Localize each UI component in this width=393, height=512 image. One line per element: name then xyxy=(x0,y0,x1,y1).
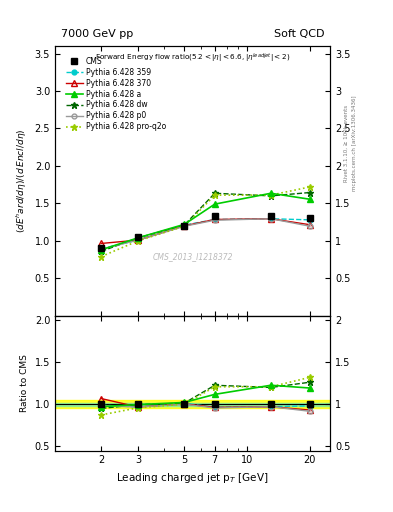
Text: Soft QCD: Soft QCD xyxy=(274,29,325,39)
Text: 7000 GeV pp: 7000 GeV pp xyxy=(61,29,133,39)
Text: Forward Energy flow ratio$(5.2 < |\eta| < 6.6, |\eta^{leadjet}| < 2)$: Forward Energy flow ratio$(5.2 < |\eta| … xyxy=(95,52,290,65)
Text: CMS_2013_I1218372: CMS_2013_I1218372 xyxy=(152,252,233,261)
X-axis label: Leading charged jet p$_{T}$ [GeV]: Leading charged jet p$_{T}$ [GeV] xyxy=(116,471,269,485)
Legend: CMS, Pythia 6.428 359, Pythia 6.428 370, Pythia 6.428 a, Pythia 6.428 dw, Pythia: CMS, Pythia 6.428 359, Pythia 6.428 370,… xyxy=(64,55,167,133)
Y-axis label: $(dE^{h}ard / d\eta) / (d\,Encl / d\eta)$: $(dE^{h}ard / d\eta) / (d\,Encl / d\eta)… xyxy=(15,129,29,233)
Bar xyxy=(55,400,330,409)
Text: mcplots.cern.ch [arXiv:1306.3436]: mcplots.cern.ch [arXiv:1306.3436] xyxy=(352,96,357,191)
Bar xyxy=(55,402,330,406)
Y-axis label: Ratio to CMS: Ratio to CMS xyxy=(20,354,29,412)
Text: Rivet 3.1.10, ≥ 100k events: Rivet 3.1.10, ≥ 100k events xyxy=(344,105,349,182)
